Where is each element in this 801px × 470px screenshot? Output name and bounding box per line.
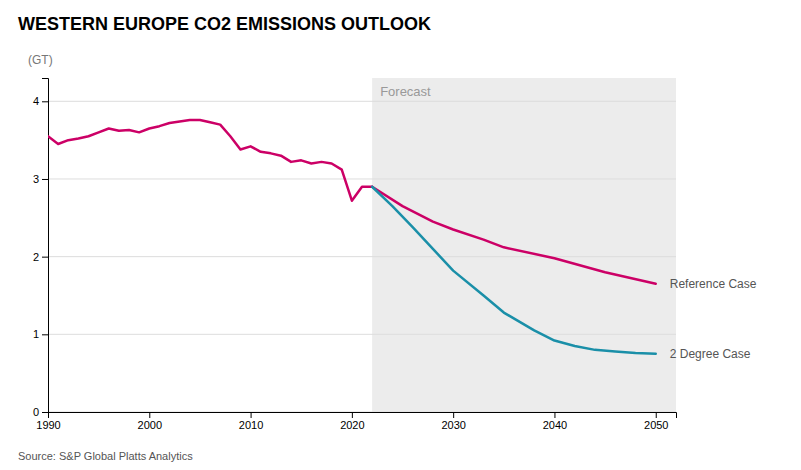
forecast-region (372, 78, 676, 412)
tick: 2030 (441, 412, 465, 431)
grid-line (48, 101, 676, 102)
tick-label: 2030 (441, 419, 465, 431)
series-label: 2 Degree Case (670, 347, 751, 361)
tick-label: 4 (33, 95, 39, 107)
series-line (48, 120, 372, 201)
series-line (372, 187, 656, 284)
chart: 1990 2000 2010 2020 2030 2040 2050 0 1 2 3 4 Forecas… (0, 0, 801, 470)
tick-label: 0 (33, 406, 39, 418)
tick-mark (453, 412, 454, 418)
annotation: Forecast (380, 84, 431, 99)
tick: 2050 (644, 412, 668, 431)
axis-line (42, 79, 49, 413)
tick-mark (42, 101, 48, 102)
tick-mark (42, 179, 48, 180)
y-axis: 0 1 2 3 4 (33, 79, 49, 419)
tick-label: 2050 (644, 419, 668, 431)
title: WESTERN EUROPE CO2 EMISSIONS OUTLOOK (18, 14, 431, 34)
tick: 1 (33, 328, 48, 340)
y-axis-label: (GT) (28, 53, 53, 67)
tick-mark (554, 412, 555, 418)
tick: 0 (33, 406, 48, 418)
tick: 2020 (340, 412, 364, 431)
tick-mark (42, 412, 48, 413)
x-axis: 1990 2000 2010 2020 2030 2040 2050 (36, 412, 676, 431)
source: Source: S&P Global Platts Analytics (18, 450, 193, 462)
tick-label: 2 (33, 251, 39, 263)
tick-label: 1990 (36, 419, 60, 431)
tick-label: 1 (33, 328, 39, 340)
tick: 2 (33, 251, 48, 263)
tick: 2000 (138, 412, 162, 431)
grid-line (48, 334, 676, 335)
tick-label: 2020 (340, 419, 364, 431)
tick-mark (251, 412, 252, 418)
tick-label: 2010 (239, 419, 263, 431)
grid (48, 101, 676, 412)
axis-line (49, 413, 677, 419)
tick: 4 (33, 95, 48, 107)
labels: Forecast Reference Case 2 Degree Case (380, 84, 757, 361)
tick: 2040 (543, 412, 567, 431)
shade-layer (372, 78, 676, 412)
tick-label: 2000 (138, 419, 162, 431)
tick-label: 3 (33, 173, 39, 185)
grid-line (48, 178, 676, 179)
plot-area: 1990 2000 2010 2020 2030 2040 2050 0 1 2 3 4 Forecas… (33, 78, 757, 431)
tick: 1990 (36, 412, 60, 431)
tick-mark (352, 412, 353, 418)
tick-mark (656, 412, 657, 418)
lines (48, 120, 656, 354)
tick-mark (42, 257, 48, 258)
series-line (372, 187, 656, 354)
tick-mark (149, 412, 150, 418)
tick: 2010 (239, 412, 263, 431)
grid-line (48, 256, 676, 257)
tick-mark (42, 334, 48, 335)
tick-label: 2040 (543, 419, 567, 431)
series-label: Reference Case (670, 277, 757, 291)
tick: 3 (33, 173, 48, 185)
